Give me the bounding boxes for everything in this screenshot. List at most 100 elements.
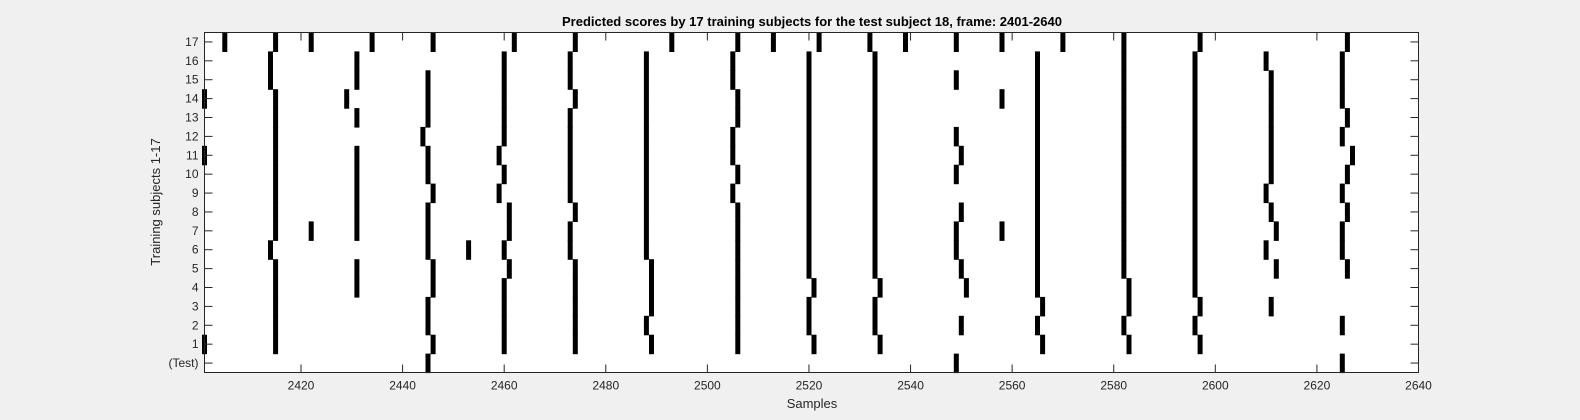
mark-row-1-9 <box>1040 334 1046 355</box>
mark-row-12-6 <box>806 126 812 147</box>
mark-row-8-14 <box>1344 202 1350 222</box>
mark-row-17-15 <box>1060 32 1066 52</box>
mark-row-5-2 <box>430 259 436 279</box>
mark-row-4-11 <box>1126 278 1132 298</box>
mark-row-1-2 <box>430 334 436 355</box>
mark-row-16-2 <box>501 51 507 71</box>
mark-row-10-0 <box>273 164 279 185</box>
mark-row-12-4 <box>643 126 649 147</box>
mark-row-13-6 <box>735 108 741 128</box>
mark-row-14-3 <box>425 89 431 109</box>
mark-row-9-4 <box>567 183 573 204</box>
y-tick-label-6: 6 <box>192 243 199 257</box>
mark-row-11-11 <box>1035 145 1040 166</box>
mark-row-7-12 <box>1035 221 1040 241</box>
mark-row-16-10 <box>1192 51 1198 71</box>
mark-row-16-9 <box>1121 51 1127 71</box>
mark-row-1-1 <box>273 334 279 355</box>
mark-row-2-0 <box>273 315 279 336</box>
x-tick-label-2: 2460 <box>491 379 518 393</box>
mark-row-4-10 <box>1035 278 1040 298</box>
mark-row-15-5 <box>643 70 649 90</box>
mark-row-3-7 <box>872 296 878 317</box>
mark-row-5-4 <box>572 259 578 279</box>
mark-row-17-13 <box>953 32 959 52</box>
x-tick-label-1: 2440 <box>389 379 416 393</box>
mark-row-15-9 <box>953 70 959 90</box>
mark-row-7-1 <box>308 221 314 241</box>
mark-row-5-12 <box>1192 259 1198 279</box>
y-tick-label-4: 4 <box>192 281 199 295</box>
mark-row-3-0 <box>273 296 279 317</box>
mark-row-14-15 <box>1339 89 1345 109</box>
mark-row-14-12 <box>1121 89 1127 109</box>
mark-row-1-7 <box>811 334 817 355</box>
mark-row-8-10 <box>1035 202 1040 222</box>
mark-row-4-2 <box>430 278 436 298</box>
mark-row-3-1 <box>425 296 431 317</box>
mark-row-17-10 <box>816 32 822 52</box>
mark-row-12-13 <box>1339 126 1345 147</box>
x-tick-label-7: 2560 <box>999 379 1026 393</box>
mark-row-1-3 <box>501 334 507 355</box>
mark-row-9-10 <box>1121 183 1127 204</box>
mark-row-5-10 <box>1035 259 1040 279</box>
x-tick-label-9: 2600 <box>1202 379 1229 393</box>
mark-row-11-2 <box>354 145 360 166</box>
mark-row-3-2 <box>501 296 507 317</box>
mark-row-17-8 <box>735 32 741 52</box>
mark-row-5-1 <box>354 259 360 279</box>
mark-row-6-13 <box>1263 240 1269 260</box>
mark-row-1-4 <box>572 334 578 355</box>
mark-row-13-5 <box>643 108 649 128</box>
mark-row-15-7 <box>806 70 812 90</box>
mark-row-4-5 <box>649 278 654 298</box>
mark-row-7-0 <box>273 221 279 241</box>
mark-row-14-7 <box>735 89 741 109</box>
x-tick-label-5: 2520 <box>796 379 823 393</box>
mark-row-10-8 <box>872 164 878 185</box>
mark-row-17-2 <box>308 32 314 52</box>
mark-row-15-11 <box>1121 70 1127 90</box>
mark-row-12-3 <box>567 126 573 147</box>
y-tick-label-0: (Test) <box>169 356 199 370</box>
mark-row-14-1 <box>273 89 279 109</box>
mark-row-3-5 <box>735 296 741 317</box>
mark-row-15-0 <box>268 70 273 90</box>
mark-row-6-5 <box>643 240 649 260</box>
mark-row-10-10 <box>1035 164 1040 185</box>
mark-row-7-7 <box>735 221 741 241</box>
mark-row-7-5 <box>567 221 573 241</box>
mark-row-2-6 <box>806 315 812 336</box>
mark-row-10-9 <box>953 164 959 185</box>
x-tick-label-10: 2620 <box>1304 379 1331 393</box>
mark-row-6-12 <box>1192 240 1198 260</box>
mark-row-5-5 <box>649 259 654 279</box>
y-tick-label-3: 3 <box>192 299 199 313</box>
y-tick-label-10: 10 <box>185 167 199 181</box>
mark-row-4-7 <box>811 278 817 298</box>
y-tick-label-1: 1 <box>192 337 199 351</box>
mark-row-10-4 <box>567 164 573 185</box>
mark-row-3-4 <box>649 296 654 317</box>
mark-row-1-11 <box>1197 334 1203 355</box>
mark-row-14-2 <box>344 89 350 109</box>
mark-row-3-8 <box>1040 296 1046 317</box>
mark-row-7-9 <box>872 221 878 241</box>
mark-row-5-3 <box>506 259 512 279</box>
mark-row-17-18 <box>1344 32 1350 52</box>
mark-row-11-10 <box>958 145 964 166</box>
mark-row-11-4 <box>496 145 502 166</box>
mark-row-0-2 <box>1339 353 1345 374</box>
mark-row-11-7 <box>730 145 736 166</box>
chart-title: Predicted scores by 17 training subjects… <box>562 14 1062 29</box>
mark-row-9-0 <box>273 183 279 204</box>
x-tick-label-3: 2480 <box>592 379 619 393</box>
mark-row-5-7 <box>806 259 812 279</box>
mark-row-5-8 <box>872 259 878 279</box>
mark-row-14-5 <box>572 89 578 109</box>
mark-row-0-0 <box>425 353 431 374</box>
mark-row-3-3 <box>572 296 578 317</box>
